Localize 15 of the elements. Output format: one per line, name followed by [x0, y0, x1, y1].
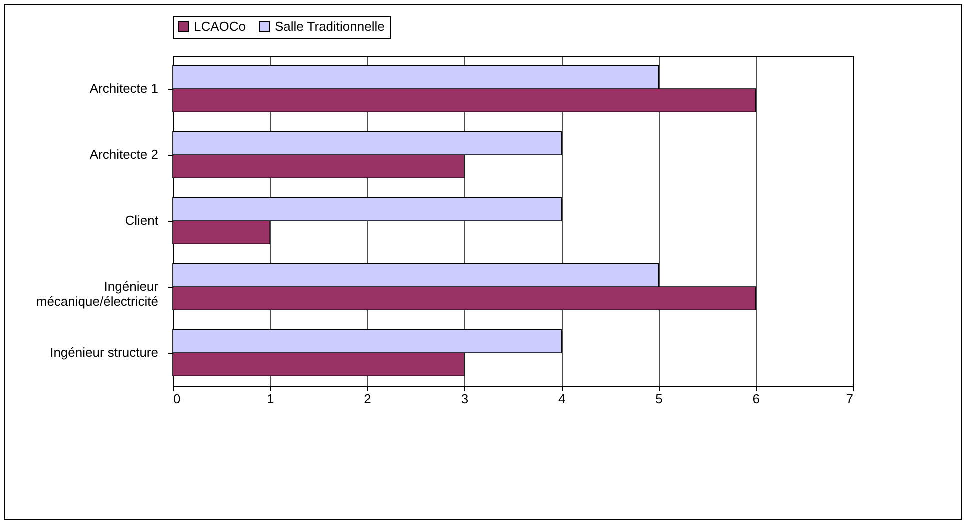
y-tick-label: Architecte 2 — [90, 147, 158, 162]
legend-label: Salle Traditionnelle — [275, 18, 385, 34]
x-tick-label: 0 — [174, 392, 181, 406]
x-tick-label: 4 — [558, 392, 566, 406]
y-tick-label: Client — [125, 213, 159, 228]
x-tick-label: 7 — [846, 392, 854, 406]
y-tick-label: Ingénieur structure — [50, 345, 158, 360]
x-tick-label: 5 — [656, 392, 663, 406]
x-tick-label: 1 — [267, 392, 274, 406]
y-tick-label: Architecte 1 — [90, 81, 158, 96]
x-tick-label: 3 — [461, 392, 469, 406]
y-tick-label: Ingénieur mécanique/électricité — [36, 279, 160, 309]
legend-label: LCAOCo — [194, 18, 246, 34]
x-tick-label: 6 — [752, 392, 760, 406]
x-tick-label: 2 — [364, 392, 372, 406]
